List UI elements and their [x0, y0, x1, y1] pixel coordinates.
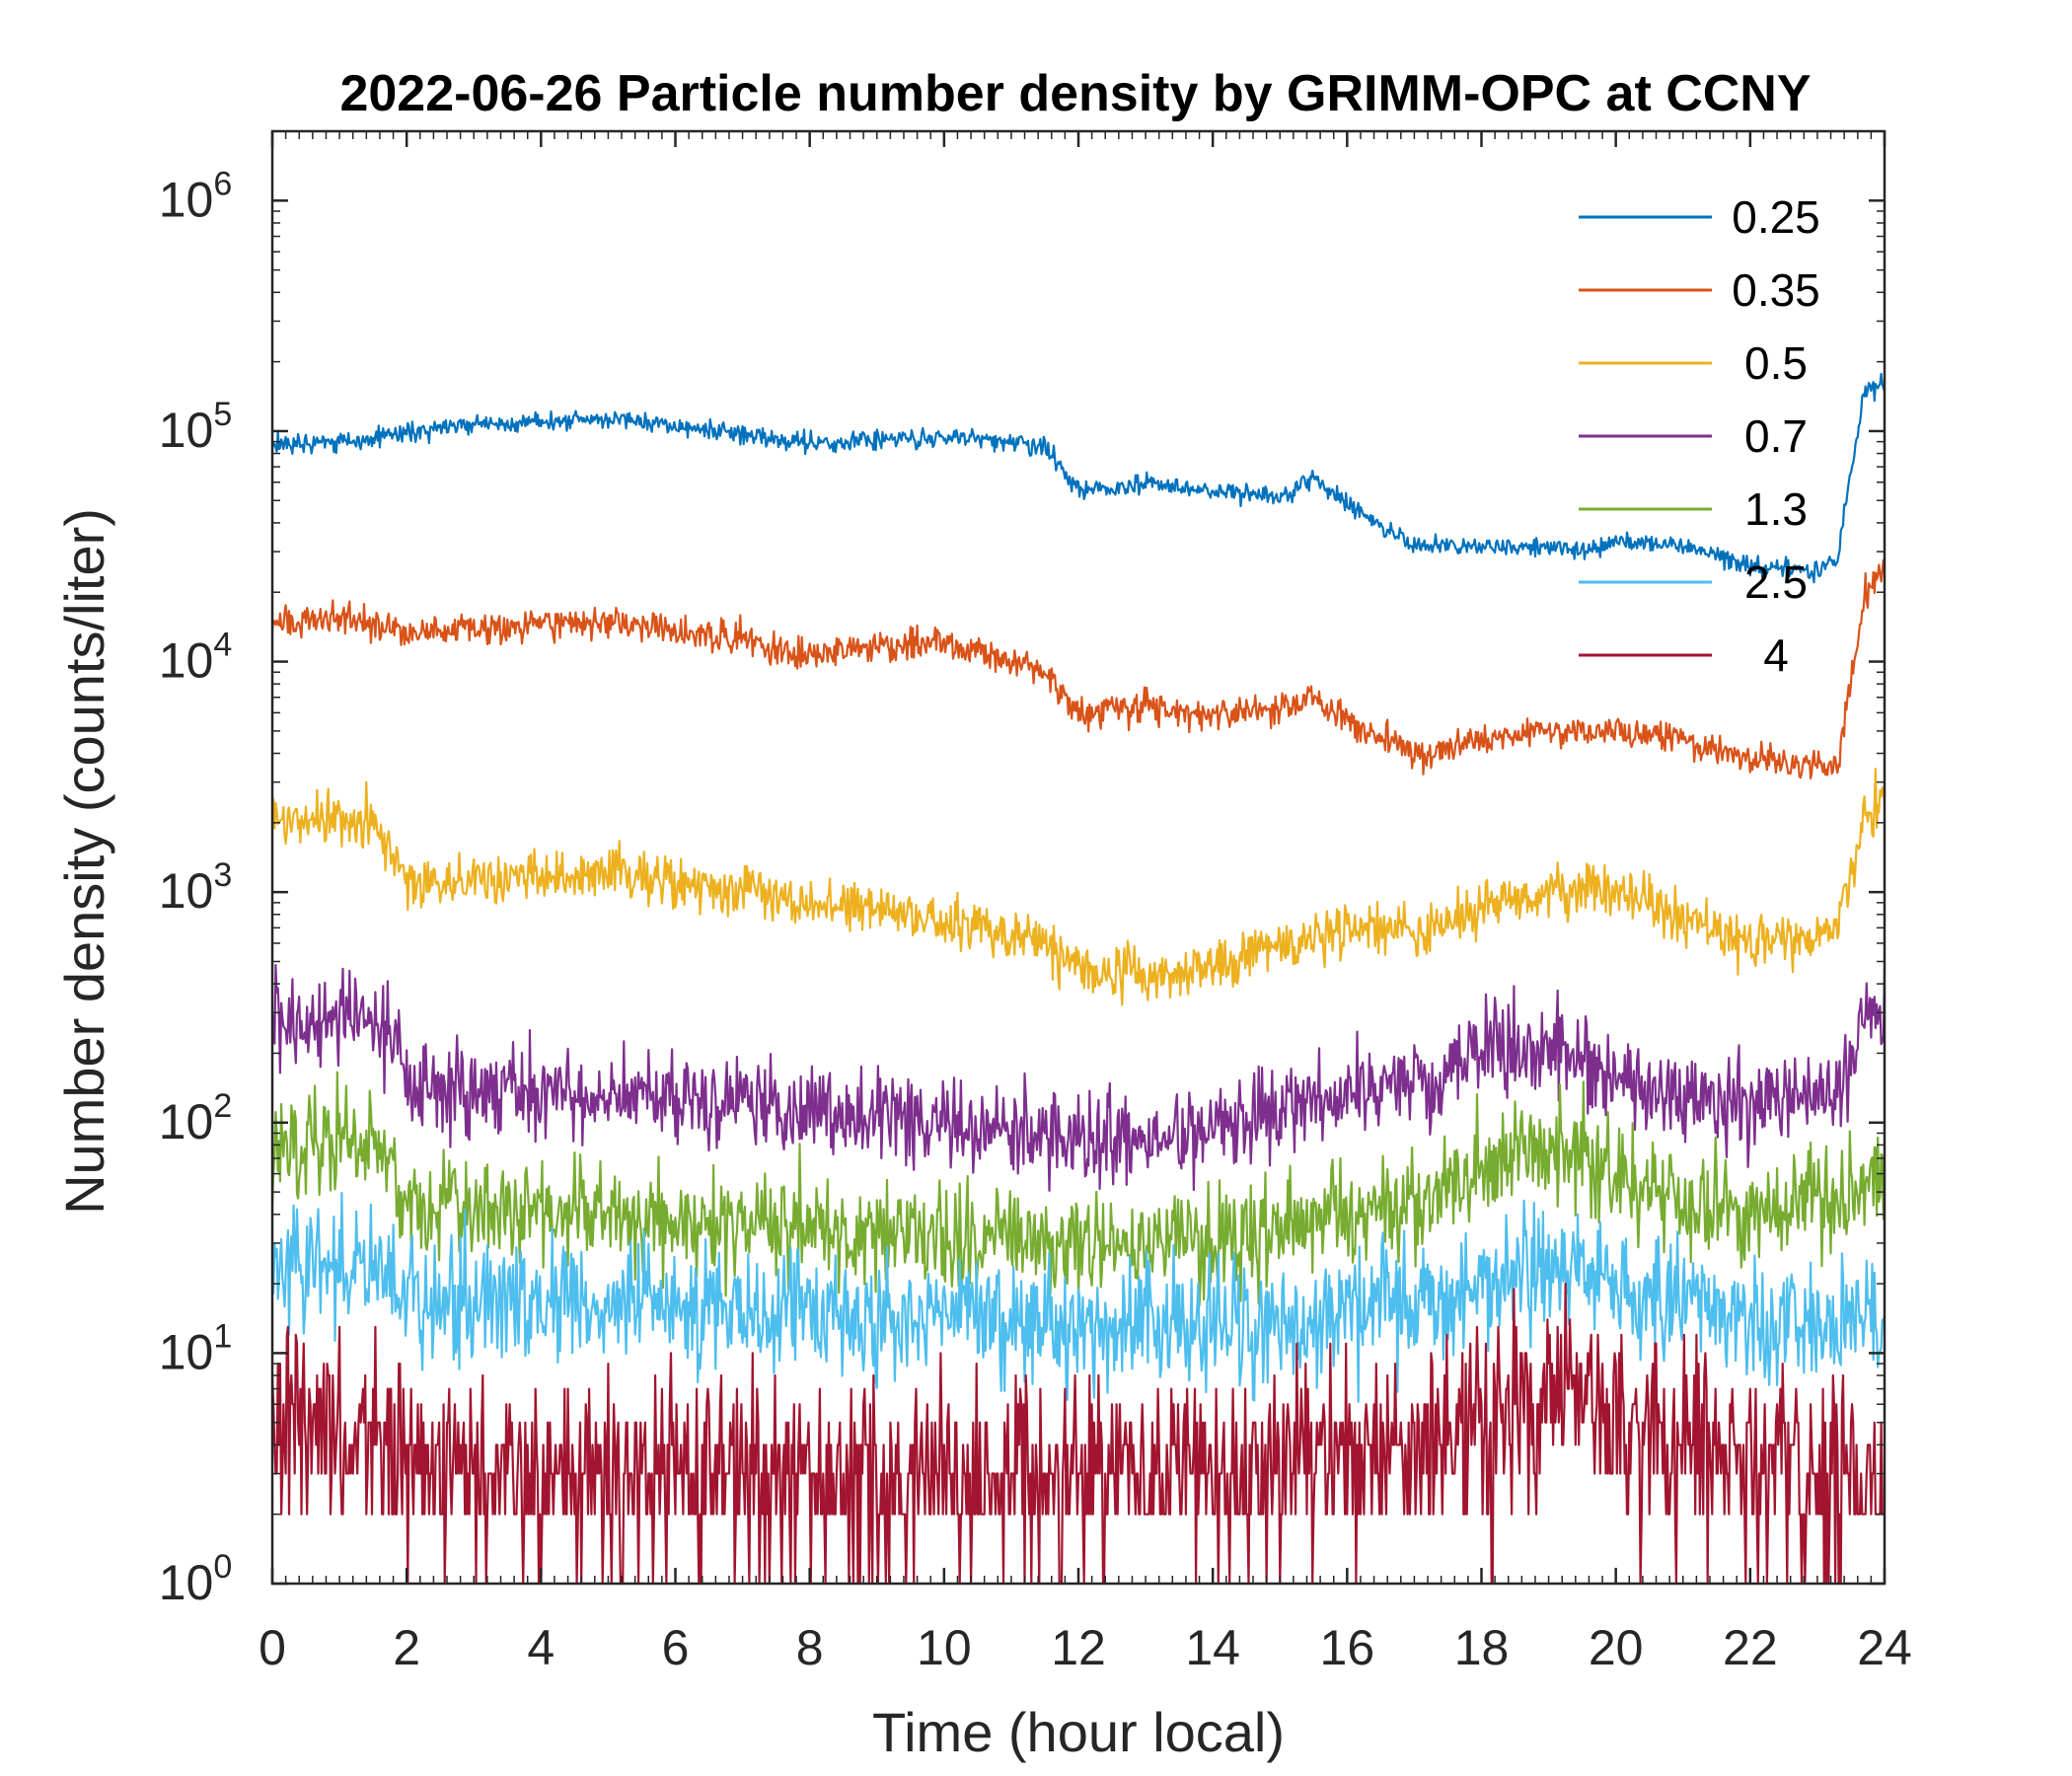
series-line-0-5 [270, 768, 1887, 1006]
x-tick-label: 0 [259, 1620, 286, 1675]
y-tick-exponent: 2 [213, 1087, 232, 1125]
legend-label: 0.35 [1732, 264, 1820, 316]
x-tick-label: 22 [1723, 1620, 1778, 1675]
y-axis-label: Number density (counts/liter) [53, 508, 115, 1215]
y-tick-label: 103 [159, 856, 233, 919]
y-tick-label: 100 [159, 1548, 233, 1610]
legend-item: 4 [1579, 629, 1789, 681]
series-line-0-35 [270, 558, 1887, 779]
legend-item: 0.7 [1579, 410, 1808, 462]
legend-item: 0.25 [1579, 191, 1820, 243]
y-tick-exponent: 5 [213, 396, 232, 433]
y-tick-label: 105 [159, 396, 233, 458]
legend-label: 1.3 [1744, 483, 1808, 535]
x-tick-label: 14 [1185, 1620, 1240, 1675]
y-tick-base: 10 [159, 863, 214, 919]
legend-label: 0.7 [1744, 410, 1808, 462]
x-axis-label: Time (hour local) [872, 1701, 1285, 1763]
legend-item: 1.3 [1579, 483, 1808, 535]
y-tick-exponent: 0 [213, 1548, 232, 1586]
x-tick-label: 16 [1320, 1620, 1375, 1675]
y-tick-base: 10 [159, 1094, 214, 1149]
y-tick-label: 102 [159, 1087, 233, 1149]
x-tick-label: 2 [393, 1620, 420, 1675]
x-tick-label: 8 [796, 1620, 824, 1675]
y-tick-label: 104 [159, 627, 233, 689]
series-line-0-25 [270, 372, 1887, 584]
chart-title: 2022-06-26 Particle number density by GR… [339, 65, 1811, 122]
series-line-2-5 [270, 1192, 1887, 1403]
y-tick-base: 10 [159, 403, 214, 458]
y-tick-base: 10 [159, 172, 214, 227]
y-tick-exponent: 4 [213, 627, 232, 664]
legend-label: 2.5 [1744, 556, 1808, 608]
x-tick-label: 18 [1454, 1620, 1510, 1675]
x-tick-label: 24 [1857, 1620, 1912, 1675]
y-tick-label: 101 [159, 1317, 233, 1379]
x-tick-label: 10 [917, 1620, 972, 1675]
legend-item: 0.35 [1579, 264, 1820, 316]
y-tick-label: 106 [159, 165, 233, 227]
y-tick-exponent: 6 [213, 165, 232, 202]
legend-label: 0.25 [1732, 191, 1820, 243]
series-line-0-7 [270, 964, 1887, 1192]
x-tick-label: 6 [662, 1620, 690, 1675]
legend-item: 2.5 [1579, 556, 1808, 608]
y-tick-exponent: 3 [213, 856, 232, 894]
x-tick-label: 4 [527, 1620, 555, 1675]
y-tick-base: 10 [159, 633, 214, 689]
legend: 0.25 0.35 0.5 0.7 1.3 2.5 4 [1579, 191, 1820, 681]
x-tick-label: 12 [1051, 1620, 1106, 1675]
legend-item: 0.5 [1579, 337, 1808, 389]
y-tick-base: 10 [159, 1324, 214, 1379]
y-tick-base: 10 [159, 1555, 214, 1610]
axes-layer: 0 2 4 6 8 10 12 14 16 18 20 22 241001011021031041051… [159, 129, 1912, 1675]
legend-label: 4 [1763, 629, 1789, 681]
legend-label: 0.5 [1744, 337, 1808, 389]
x-tick-label: 20 [1589, 1620, 1644, 1675]
y-tick-exponent: 1 [213, 1317, 232, 1355]
series-layer [270, 372, 1887, 1586]
